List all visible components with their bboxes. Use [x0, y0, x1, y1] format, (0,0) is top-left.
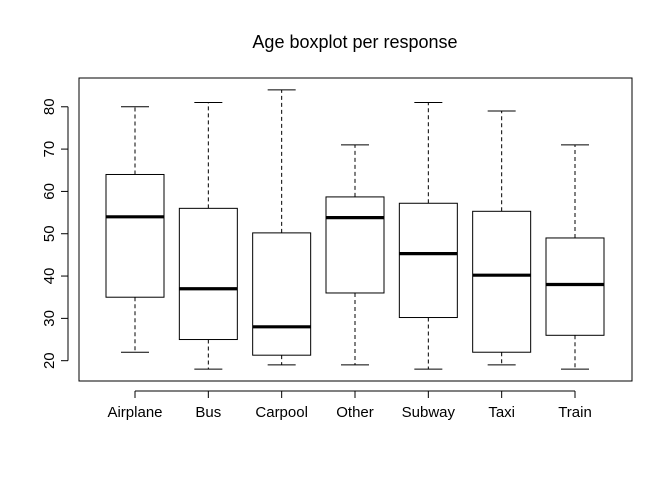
y-axis: 20 30 40 50 60 70 80: [41, 98, 68, 369]
iqr-box: [472, 210, 532, 353]
iqr-box: [178, 207, 238, 341]
iqr-box: [545, 237, 605, 336]
x-tick-label: Other: [336, 404, 374, 421]
y-tick-label: 20: [41, 352, 58, 369]
x-tick-label: Airplane: [107, 404, 162, 421]
box-taxi: [472, 110, 532, 366]
x-tick-label: Subway: [402, 404, 456, 421]
box-bus: [178, 102, 238, 370]
y-tick-label: 40: [41, 268, 58, 285]
y-tick-label: 70: [41, 141, 58, 158]
y-tick-label: 30: [41, 310, 58, 327]
iqr-box: [105, 173, 165, 298]
box-train: [545, 144, 605, 370]
box-airplane: [105, 106, 165, 353]
box-other: [325, 144, 385, 366]
iqr-box: [325, 196, 385, 294]
y-tick-label: 50: [41, 225, 58, 242]
x-tick-label: Bus: [195, 404, 221, 421]
box-carpool: [252, 89, 312, 366]
plot-area-frame: [78, 77, 633, 382]
boxes-group: [105, 89, 605, 370]
iqr-box: [252, 232, 312, 356]
box-subway: [398, 102, 458, 370]
x-tick-label: Train: [558, 404, 592, 421]
iqr-box: [398, 202, 458, 319]
chart-title: Age boxplot per response: [252, 32, 457, 52]
y-tick-label: 60: [41, 183, 58, 200]
x-tick-label: Taxi: [488, 404, 515, 421]
y-tick-label: 80: [41, 98, 58, 115]
x-axis: Airplane Bus Carpool Other Subway Taxi Train: [107, 391, 592, 421]
x-tick-label: Carpool: [255, 404, 308, 421]
